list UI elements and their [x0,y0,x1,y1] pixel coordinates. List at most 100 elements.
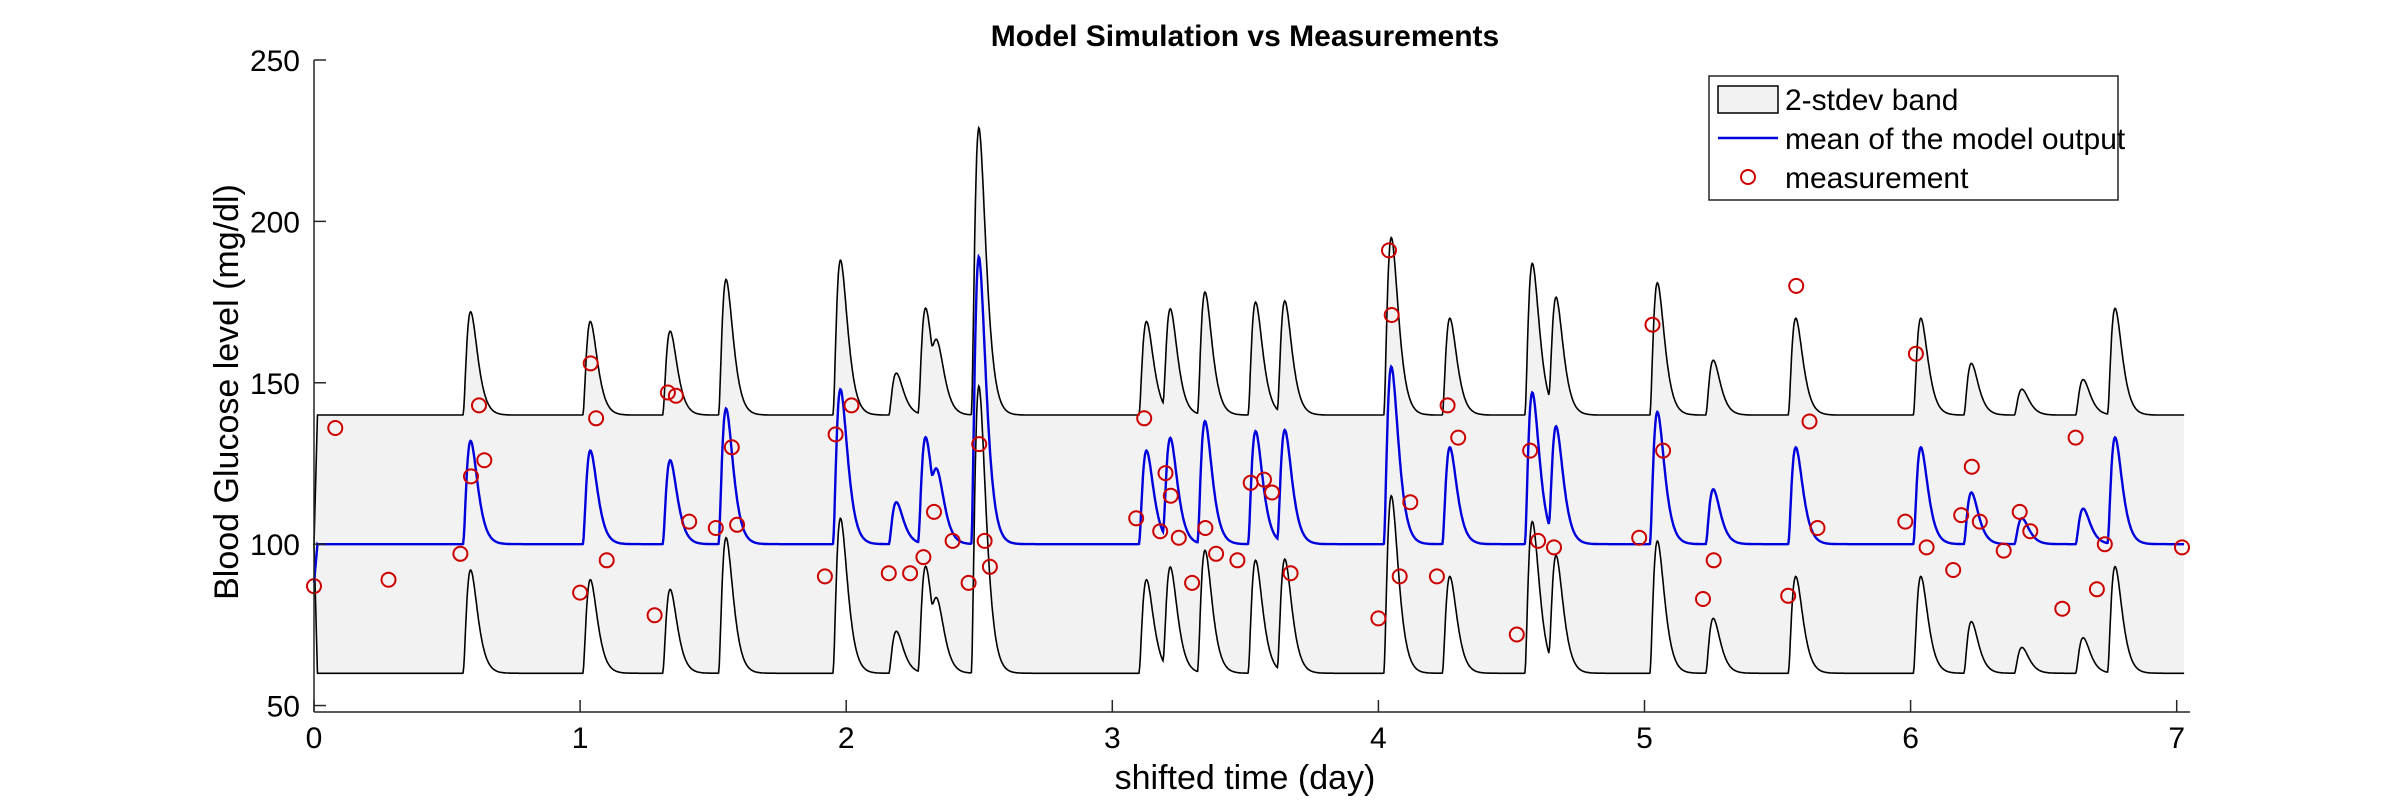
measurement-point [598,552,615,569]
x-ticks: 0 1 2 3 4 5 6 7 [306,700,2185,755]
measurement-point [843,397,860,414]
measurement-point [915,549,932,566]
measurement-point [1907,345,1924,362]
measurement-point [1383,307,1400,323]
measurement-point [902,565,919,582]
measurement-point [1695,591,1711,607]
measurement-point [2174,539,2190,556]
y-tick-label: 150 [250,368,300,401]
measurement-point [926,503,942,520]
measurement-point [327,420,344,436]
measurement-point [452,545,469,562]
measurement-point [1402,494,1419,511]
measurement-point [1530,532,1547,549]
measurement-point [1162,487,1179,504]
measurement-point [1256,471,1272,488]
measurement-point [1897,513,1914,530]
two-stdev-band [314,127,2185,674]
legend-entry-measurement: measurement [1785,162,1969,195]
measurement-point [1128,510,1145,527]
measurement-point [960,574,977,591]
measurement-point [1136,410,1153,427]
measurement-point [1264,484,1280,501]
measurement-point [1439,397,1456,414]
measurement-point [723,439,740,456]
measurement-point [1963,458,1980,475]
x-tick-label: 0 [306,722,323,755]
measurement-point [1995,542,2012,559]
chart-title: Model Simulation vs Measurements [991,20,1499,53]
measurement-point [659,384,676,401]
plot-area [306,125,2190,675]
y-axis-label: Blood Glucose level (mg/dl) [208,184,246,600]
measurement-point [1391,568,1408,585]
x-axis-label: shifted time (day) [1115,759,1376,797]
legend-entry-mean: mean of the model output [1785,123,2126,156]
measurement-point [1208,545,1225,562]
measurement-point [2011,503,2028,520]
measurement-point [1801,413,1818,430]
mean-model-output-line [312,253,2185,583]
measurement-point [1655,442,1672,459]
measurement-point [1522,442,1539,459]
measurement-point [1546,539,1562,556]
x-tick-label: 4 [1370,722,1387,755]
measurement-point [1450,429,1467,446]
measurement-point [816,568,833,585]
measurement-point [1370,610,1387,627]
legend-entry-band: 2-stdev band [1785,84,1958,117]
y-tick-label: 250 [250,45,300,78]
measurement-point [2067,429,2084,446]
measurement-point [1809,520,1826,536]
measurement-point [463,468,479,485]
measurement-point [380,571,397,588]
measurement-point [646,607,663,624]
measurement-point [471,397,487,414]
measurement-point [681,513,698,530]
y-tick-label: 200 [250,206,300,239]
measurement-point [971,436,988,453]
measurement-point [667,387,684,404]
measurement-point [944,532,961,549]
measurement-point [572,584,589,601]
legend: 2-stdev band mean of the model output me… [1708,75,2126,201]
measurement-point [1157,465,1174,482]
measurement-points [306,242,2190,643]
y-tick-label: 100 [250,529,300,562]
measurement-point [1953,507,1970,524]
axes: 0 1 2 3 4 5 6 7 50 100 150 200 250 [250,45,2190,755]
x-tick-label: 2 [838,722,855,755]
measurement-point [1918,539,1935,556]
measurement-point [2096,536,2113,553]
x-tick-label: 6 [1902,722,1919,755]
measurement-point [729,516,746,533]
measurement-point [582,355,599,372]
measurement-point [880,565,897,582]
measurement-point [476,452,493,469]
measurement-point [1508,626,1525,643]
measurement-point [707,520,724,536]
measurement-point [2054,600,2071,617]
measurement-point [1381,242,1397,259]
measurement-point [1788,277,1805,294]
measurement-point [827,426,844,443]
measurement-point [2022,523,2039,540]
measurement-point [1631,529,1648,546]
measurement-point [1152,523,1169,540]
measurement-point [1229,552,1246,569]
measurement-point [1971,513,1988,530]
legend-band-swatch [1717,85,1779,114]
measurement-point [1282,565,1299,582]
measurement-point [1170,529,1187,546]
measurement-point [1197,520,1214,536]
x-tick-label: 1 [572,722,589,755]
measurement-point [1705,552,1722,569]
measurement-point [976,532,993,549]
measurement-point [981,558,998,575]
measurement-point [1428,568,1445,585]
legend-measurement-swatch [1740,169,1756,185]
y-tick-label: 50 [267,691,300,724]
band-lower-edge [313,383,2185,675]
measurement-point [1780,587,1797,604]
